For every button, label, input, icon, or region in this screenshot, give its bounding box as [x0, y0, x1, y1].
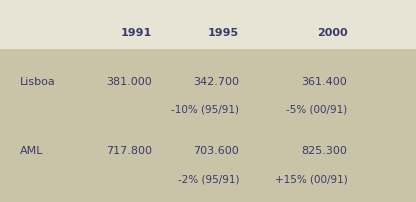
Text: AML: AML	[20, 145, 43, 156]
Text: +15% (00/91): +15% (00/91)	[275, 174, 347, 184]
Text: 2000: 2000	[317, 28, 347, 38]
Text: 1991: 1991	[121, 28, 152, 38]
Bar	[0, 0, 416, 49]
Text: 1995: 1995	[208, 28, 239, 38]
Text: -5% (00/91): -5% (00/91)	[286, 104, 347, 114]
Text: Lisboa: Lisboa	[20, 77, 56, 87]
Bar	[0, 49, 416, 202]
Text: 342.700: 342.700	[193, 77, 239, 87]
Text: -2% (95/91): -2% (95/91)	[178, 174, 239, 184]
Text: 703.600: 703.600	[193, 145, 239, 156]
Text: 717.800: 717.800	[106, 145, 152, 156]
Text: 381.000: 381.000	[106, 77, 152, 87]
Text: 825.300: 825.300	[302, 145, 347, 156]
Text: -10% (95/91): -10% (95/91)	[171, 104, 239, 114]
Text: 361.400: 361.400	[302, 77, 347, 87]
